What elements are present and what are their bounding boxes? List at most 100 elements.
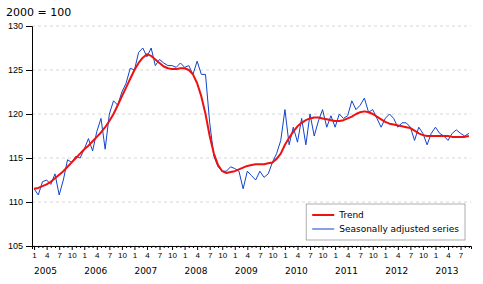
tick-mark bbox=[206, 246, 207, 248]
tick-mark bbox=[243, 246, 244, 248]
tick-mark bbox=[214, 246, 215, 248]
tick bbox=[419, 246, 420, 248]
tick-label: 7 bbox=[57, 251, 62, 260]
tick-mark bbox=[356, 246, 357, 248]
tick bbox=[381, 246, 382, 248]
tick-mark bbox=[268, 246, 269, 248]
tick-mark bbox=[235, 246, 236, 250]
tick bbox=[201, 246, 202, 248]
tick bbox=[339, 246, 340, 248]
tick-mark bbox=[109, 246, 110, 250]
tick bbox=[80, 246, 81, 248]
tick-mark bbox=[256, 246, 257, 248]
annotation: 2011 bbox=[335, 266, 358, 276]
tick-mark bbox=[419, 246, 420, 248]
tick-mark bbox=[389, 246, 390, 248]
tick bbox=[168, 246, 169, 248]
tick bbox=[318, 246, 319, 248]
tick-mark bbox=[226, 246, 227, 248]
tick-mark bbox=[402, 246, 403, 248]
tick-mark bbox=[55, 246, 56, 248]
tick-label: 105 bbox=[8, 241, 23, 251]
tick: 1 bbox=[183, 246, 188, 260]
grid bbox=[32, 26, 471, 246]
tick-label: 1 bbox=[133, 251, 138, 260]
tick-label: 7 bbox=[208, 251, 213, 260]
tick-mark bbox=[210, 246, 211, 250]
tick-label: 7 bbox=[459, 251, 464, 260]
annotation: 2010 bbox=[285, 266, 308, 276]
tick bbox=[331, 246, 332, 248]
legend-item: Trend bbox=[312, 210, 364, 220]
tick-label: 7 bbox=[258, 251, 263, 260]
tick-mark bbox=[239, 246, 240, 248]
tick: 1 bbox=[83, 246, 88, 260]
tick bbox=[469, 246, 470, 248]
tick-label: 4 bbox=[296, 251, 301, 260]
tick: 4 bbox=[246, 246, 251, 260]
tick-mark bbox=[335, 246, 336, 250]
tick-mark bbox=[427, 246, 428, 248]
x-axis: 1471014710147101471014710147101471014710… bbox=[32, 246, 471, 260]
tick-mark bbox=[373, 246, 374, 250]
tick bbox=[93, 246, 94, 248]
tick bbox=[38, 246, 39, 248]
tick-mark bbox=[247, 246, 248, 250]
tick: 120 bbox=[8, 109, 32, 119]
tick-mark bbox=[80, 246, 81, 248]
tick bbox=[268, 246, 269, 248]
tick-mark bbox=[151, 246, 152, 248]
tick-label: 4 bbox=[45, 251, 50, 260]
tick bbox=[51, 246, 52, 248]
tick-mark bbox=[84, 246, 85, 250]
tick-mark bbox=[26, 26, 32, 27]
tick-mark bbox=[222, 246, 223, 250]
tick bbox=[218, 246, 219, 248]
tick-label: 7 bbox=[108, 251, 113, 260]
tick-mark bbox=[385, 246, 386, 250]
tick: 7 bbox=[108, 246, 113, 260]
tick bbox=[243, 246, 244, 248]
tick-mark bbox=[331, 246, 332, 248]
tick: 1 bbox=[283, 246, 288, 260]
tick-mark bbox=[172, 246, 173, 250]
tick: 125 bbox=[8, 65, 32, 75]
tick bbox=[302, 246, 303, 248]
tick-label: 7 bbox=[358, 251, 363, 260]
tick-mark bbox=[431, 246, 432, 248]
tick-mark bbox=[34, 246, 35, 250]
tick bbox=[356, 246, 357, 248]
tick-mark bbox=[327, 246, 328, 248]
axis-line bbox=[33, 247, 472, 250]
annotation: 2009 bbox=[235, 266, 258, 276]
tick: 7 bbox=[57, 246, 62, 260]
lines bbox=[34, 48, 469, 195]
tick: 1 bbox=[333, 246, 338, 260]
tick bbox=[55, 246, 56, 248]
tick bbox=[456, 246, 457, 248]
tick-label: 1 bbox=[183, 251, 188, 260]
tick: 7 bbox=[459, 246, 464, 260]
tick-label: 10 bbox=[118, 251, 127, 260]
line bbox=[34, 54, 469, 189]
tick-mark bbox=[306, 246, 307, 248]
tick-mark bbox=[105, 246, 106, 248]
plot: 1051101151201251301471014710147101471014… bbox=[8, 21, 472, 276]
tick: 10 bbox=[419, 246, 428, 260]
tick bbox=[88, 246, 89, 248]
tick-mark bbox=[126, 246, 127, 248]
grid-line bbox=[32, 26, 471, 27]
tick-mark bbox=[101, 246, 102, 248]
grid-line bbox=[32, 70, 471, 71]
tick bbox=[252, 246, 253, 248]
tick-mark bbox=[218, 246, 219, 248]
legend: TrendSeasonally adjusted series bbox=[306, 204, 465, 240]
tick-mark bbox=[160, 246, 161, 250]
tick bbox=[256, 246, 257, 248]
tick bbox=[189, 246, 190, 248]
tick-mark bbox=[272, 246, 273, 250]
tick-label: 4 bbox=[246, 251, 251, 260]
tick-mark bbox=[360, 246, 361, 250]
tick: 115 bbox=[9, 153, 32, 163]
tick-label: 1 bbox=[384, 251, 389, 260]
